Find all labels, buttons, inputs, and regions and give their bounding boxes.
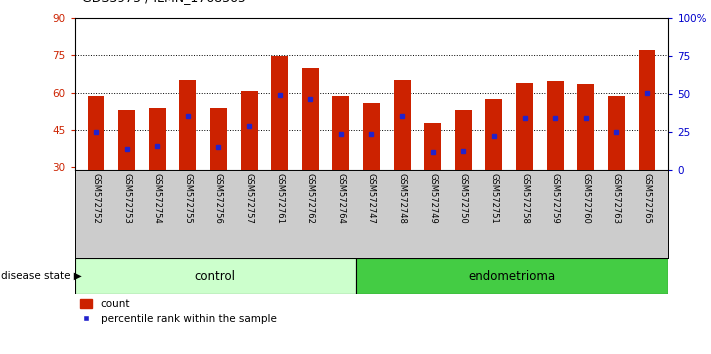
Text: control: control — [195, 270, 236, 282]
Bar — [424, 122, 441, 170]
Text: GSM572756: GSM572756 — [214, 172, 223, 223]
Text: GSM572750: GSM572750 — [459, 172, 468, 223]
Bar — [333, 96, 349, 170]
Bar — [356, 258, 668, 294]
Text: GSM572752: GSM572752 — [92, 172, 100, 223]
Bar — [547, 81, 564, 170]
Bar — [577, 84, 594, 170]
Text: GSM572758: GSM572758 — [520, 172, 529, 223]
Bar — [608, 96, 625, 170]
Text: GSM572753: GSM572753 — [122, 172, 131, 223]
Text: GSM572760: GSM572760 — [581, 172, 590, 223]
Text: GSM572759: GSM572759 — [550, 172, 560, 223]
Text: GSM572749: GSM572749 — [428, 172, 437, 223]
Bar — [363, 103, 380, 170]
Bar — [118, 110, 135, 170]
Text: endometrioma: endometrioma — [469, 270, 556, 282]
Text: GSM572747: GSM572747 — [367, 172, 376, 223]
Text: GSM572755: GSM572755 — [183, 172, 193, 223]
Text: GSM572765: GSM572765 — [643, 172, 651, 223]
Bar — [455, 110, 471, 170]
Text: GSM572748: GSM572748 — [397, 172, 407, 223]
Bar — [486, 99, 503, 170]
Bar — [75, 258, 356, 294]
Bar — [394, 80, 410, 170]
Text: GDS3975 / ILMN_1768365: GDS3975 / ILMN_1768365 — [82, 0, 245, 4]
Bar — [179, 80, 196, 170]
Text: GSM572751: GSM572751 — [489, 172, 498, 223]
Bar — [516, 82, 533, 170]
Legend: count, percentile rank within the sample: count, percentile rank within the sample — [80, 299, 277, 324]
Text: GSM572764: GSM572764 — [336, 172, 346, 223]
Bar — [240, 91, 257, 170]
Text: GSM572761: GSM572761 — [275, 172, 284, 223]
Bar — [87, 96, 105, 170]
Text: GSM572757: GSM572757 — [245, 172, 254, 223]
Text: GSM572754: GSM572754 — [153, 172, 162, 223]
Text: GSM572762: GSM572762 — [306, 172, 315, 223]
Bar — [210, 108, 227, 170]
Bar — [272, 56, 288, 170]
Text: disease state ▶: disease state ▶ — [1, 271, 82, 281]
Bar — [302, 68, 319, 170]
Bar — [638, 50, 656, 170]
Bar — [149, 108, 166, 170]
Text: GSM572763: GSM572763 — [612, 172, 621, 224]
